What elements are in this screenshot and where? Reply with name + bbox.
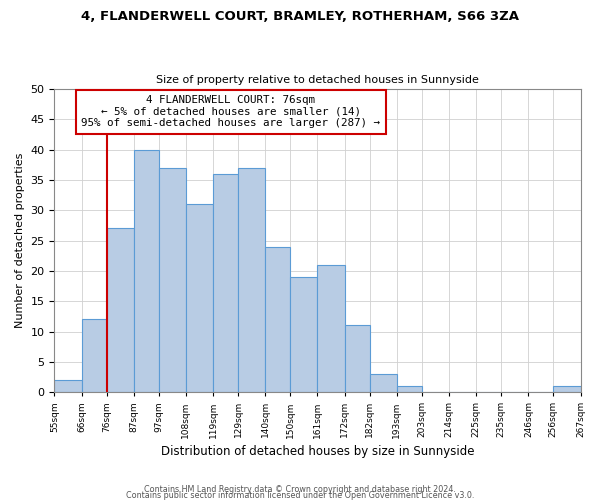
Bar	[158, 168, 186, 392]
Bar	[55, 380, 82, 392]
Text: Contains HM Land Registry data © Crown copyright and database right 2024.: Contains HM Land Registry data © Crown c…	[144, 484, 456, 494]
Bar	[213, 174, 238, 392]
Bar	[186, 204, 213, 392]
Bar	[553, 386, 581, 392]
Bar	[345, 326, 370, 392]
Text: 4, FLANDERWELL COURT, BRAMLEY, ROTHERHAM, S66 3ZA: 4, FLANDERWELL COURT, BRAMLEY, ROTHERHAM…	[81, 10, 519, 23]
Text: 4 FLANDERWELL COURT: 76sqm
← 5% of detached houses are smaller (14)
95% of semi-: 4 FLANDERWELL COURT: 76sqm ← 5% of detac…	[81, 95, 380, 128]
Bar	[265, 246, 290, 392]
Text: Contains public sector information licensed under the Open Government Licence v3: Contains public sector information licen…	[126, 490, 474, 500]
Bar	[238, 168, 265, 392]
Bar	[134, 150, 158, 392]
X-axis label: Distribution of detached houses by size in Sunnyside: Distribution of detached houses by size …	[161, 444, 474, 458]
Bar	[82, 320, 107, 392]
Title: Size of property relative to detached houses in Sunnyside: Size of property relative to detached ho…	[156, 76, 479, 86]
Bar	[317, 265, 345, 392]
Bar	[397, 386, 422, 392]
Y-axis label: Number of detached properties: Number of detached properties	[15, 153, 25, 328]
Bar	[370, 374, 397, 392]
Bar	[107, 228, 134, 392]
Bar	[290, 277, 317, 392]
